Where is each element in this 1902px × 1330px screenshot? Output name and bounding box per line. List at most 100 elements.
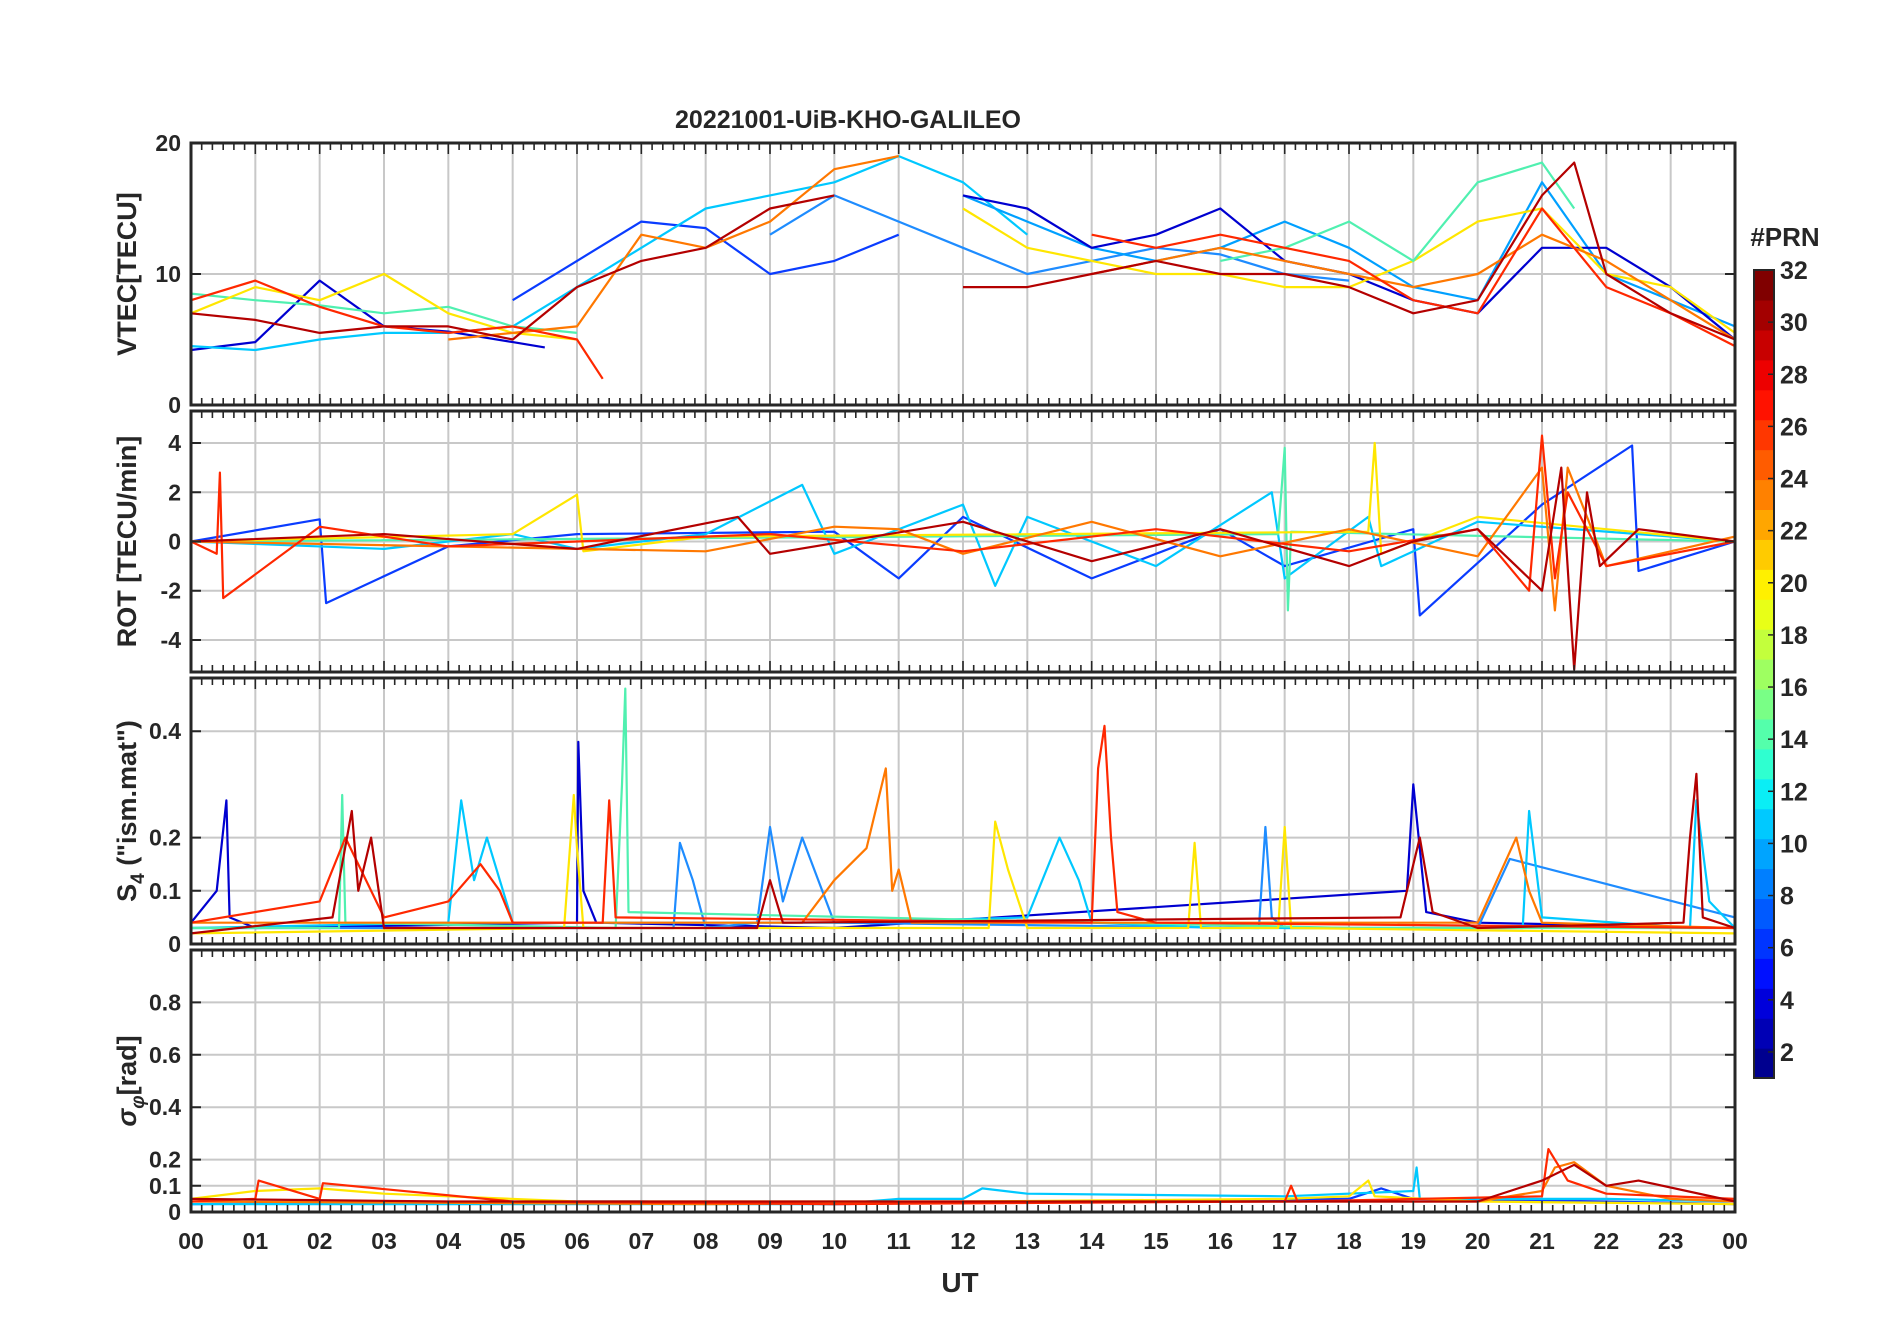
series-line-rot-6 bbox=[190, 466, 1736, 671]
colorbar-segment bbox=[1754, 688, 1774, 720]
colorbar-tick-label: 14 bbox=[1780, 726, 1808, 754]
series-line-vtec-15 bbox=[963, 161, 1736, 341]
colorbar-tick-label: 10 bbox=[1780, 830, 1808, 858]
y-tick-label: 0 bbox=[168, 1199, 181, 1225]
axes-frame bbox=[189, 141, 1737, 407]
series-line-vtec-14 bbox=[1091, 207, 1736, 348]
colorbar-segment bbox=[1754, 988, 1774, 1019]
colorbar-segment bbox=[1754, 748, 1774, 780]
colorbar-segment bbox=[1754, 299, 1774, 331]
y-tick-label: 0.4 bbox=[149, 718, 181, 744]
x-tick-label: 08 bbox=[693, 1228, 719, 1254]
colorbar-segment bbox=[1754, 479, 1774, 511]
colorbar-tick-label: 4 bbox=[1780, 987, 1794, 1015]
colorbar-tick-label: 6 bbox=[1780, 935, 1794, 963]
x-tick-label: 11 bbox=[887, 1228, 912, 1254]
colorbar-tick-label: 24 bbox=[1780, 466, 1808, 494]
y-tick-label: 20 bbox=[155, 130, 181, 156]
colorbar-segment bbox=[1754, 419, 1774, 451]
y-tick-label: 0.2 bbox=[149, 825, 181, 851]
series-line-rot-4 bbox=[190, 466, 1736, 612]
y-axis-label: VTEC[TECU] bbox=[112, 192, 142, 356]
x-tick-label: 03 bbox=[371, 1228, 397, 1254]
x-tick-label: 13 bbox=[1015, 1228, 1041, 1254]
colorbar-tick-label: 22 bbox=[1780, 518, 1808, 546]
colorbar-segment bbox=[1754, 868, 1774, 900]
axes-frame bbox=[189, 676, 1737, 946]
series-line-s4-6 bbox=[190, 724, 1736, 930]
colorbar-segment bbox=[1754, 1018, 1774, 1049]
series-line-rot-3 bbox=[190, 441, 1736, 555]
x-tick-label: 22 bbox=[1594, 1228, 1620, 1254]
y-tick-label: 2 bbox=[168, 479, 181, 505]
series-line-vtec-8 bbox=[190, 194, 835, 341]
colorbar-segment bbox=[1754, 898, 1774, 929]
colorbar-frame bbox=[1753, 269, 1775, 1079]
x-tick-label: 18 bbox=[1336, 1228, 1362, 1254]
y-tick-label: 0.2 bbox=[149, 1147, 181, 1173]
y-tick-label: 0.1 bbox=[149, 1173, 181, 1199]
series-line-vtec-3 bbox=[190, 155, 1028, 352]
colorbar-segment bbox=[1754, 659, 1774, 690]
colorbar-segment bbox=[1754, 389, 1774, 421]
colorbar-tick-label: 32 bbox=[1780, 257, 1808, 285]
colorbar-segment bbox=[1754, 449, 1774, 481]
x-tick-label: 23 bbox=[1658, 1228, 1684, 1254]
colorbar-segment bbox=[1754, 359, 1774, 391]
panel-rot: -4 -2 0 2 4 ROT [TECU/min] bbox=[112, 409, 1737, 674]
colorbar-segment bbox=[1754, 569, 1774, 600]
series-line-s4-7 bbox=[190, 772, 1736, 935]
x-tick-label: 12 bbox=[950, 1228, 976, 1254]
panel-vtec: 0 10 20 VTEC[TECU] bbox=[112, 130, 1737, 418]
y-tick-label: 0.1 bbox=[149, 878, 181, 904]
x-axis-tick-labels: 00 01 02 03 04 05 06 07 08 09 10 11 12 13 14 15 16 17 18 19… bbox=[178, 1228, 1748, 1254]
y-tick-label: -4 bbox=[161, 627, 182, 653]
colorbar-segment bbox=[1754, 808, 1774, 840]
x-tick-label: 01 bbox=[243, 1228, 269, 1254]
colorbar-segment bbox=[1754, 718, 1774, 750]
colorbar-tick-label: 28 bbox=[1780, 361, 1808, 389]
colorbar-tick-label: 30 bbox=[1780, 309, 1808, 337]
colorbar-tick-label: 12 bbox=[1780, 778, 1808, 806]
x-tick-label: 00 bbox=[1722, 1228, 1748, 1254]
y-tick-label: 0 bbox=[168, 392, 181, 418]
y-tick-label: 0 bbox=[168, 529, 181, 555]
y-tick-label: 0.4 bbox=[149, 1094, 181, 1120]
x-tick-label: 17 bbox=[1272, 1228, 1298, 1254]
colorbar-segment bbox=[1754, 838, 1774, 870]
series-line-sigma-2 bbox=[190, 1179, 1736, 1206]
y-axis-label: S4 ("ism.mat") bbox=[112, 720, 149, 902]
x-tick-label: 05 bbox=[500, 1228, 526, 1254]
x-tick-label: 20 bbox=[1465, 1228, 1491, 1254]
x-tick-label: 09 bbox=[757, 1228, 783, 1254]
y-tick-label: 10 bbox=[155, 261, 181, 287]
colorbar-segment bbox=[1754, 629, 1774, 660]
y-tick-label: 0.6 bbox=[149, 1042, 181, 1068]
axes-frame bbox=[189, 409, 1737, 674]
colorbar-tick-label: 16 bbox=[1780, 674, 1808, 702]
series-line-s4-5 bbox=[191, 767, 1736, 930]
axes-frame bbox=[189, 948, 1737, 1214]
y-tick-label: 0 bbox=[168, 931, 181, 957]
colorbar-tick-label: 20 bbox=[1780, 570, 1808, 598]
y-tick-label: 4 bbox=[168, 430, 181, 456]
colorbar-segment bbox=[1754, 1048, 1774, 1079]
y-tick-label: -2 bbox=[161, 578, 181, 604]
colorbar-segment bbox=[1754, 539, 1774, 570]
colorbar-segment bbox=[1754, 599, 1774, 630]
x-tick-label: 04 bbox=[436, 1228, 462, 1254]
x-tick-label: 02 bbox=[307, 1228, 333, 1254]
panel-sigma: 00.10.2 0.4 0.6 0.8σφ[rad] bbox=[112, 948, 1737, 1225]
series-line-s4-4 bbox=[190, 793, 1736, 935]
figure-title: 20221001-UiB-KHO-GALILEO bbox=[675, 106, 1021, 134]
x-tick-label: 10 bbox=[822, 1228, 848, 1254]
colorbar-segment bbox=[1754, 928, 1774, 959]
x-tick-label: 00 bbox=[178, 1228, 204, 1254]
colorbar-tick-label: 18 bbox=[1780, 622, 1808, 650]
x-tick-label: 19 bbox=[1401, 1228, 1427, 1254]
colorbar-segment bbox=[1754, 778, 1774, 810]
y-ticks bbox=[191, 442, 1735, 641]
colorbar-segment bbox=[1754, 509, 1774, 540]
